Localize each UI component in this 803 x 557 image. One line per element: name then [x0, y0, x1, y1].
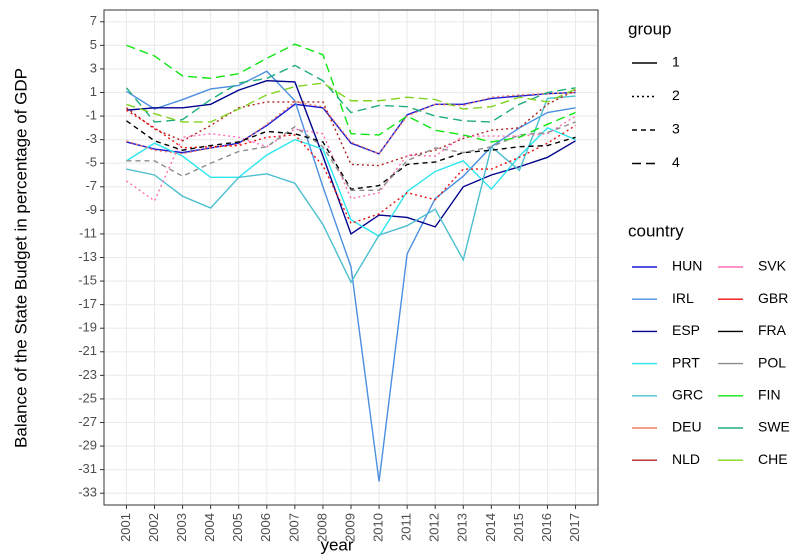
x-tick-label: 2014: [483, 513, 498, 542]
legend-label: 3: [672, 121, 680, 137]
legend-label: FIN: [758, 387, 781, 403]
y-tick-label: -5: [85, 155, 97, 170]
y-tick-label: -15: [78, 273, 97, 288]
x-tick-label: 2006: [258, 513, 273, 542]
legend-label: GBR: [758, 290, 788, 306]
legend-title: country: [628, 221, 684, 240]
legend-label: 1: [672, 54, 680, 70]
y-tick-label: -11: [79, 225, 97, 240]
series-line: [126, 70, 576, 482]
series-line: [125, 64, 576, 123]
y-tick-label: -31: [78, 461, 97, 476]
x-axis-title: year: [320, 535, 353, 554]
y-tick-label: -25: [78, 390, 97, 405]
x-tick-label: 2013: [455, 513, 470, 542]
legend-label: FRA: [758, 322, 787, 338]
x-tick-label: 2001: [118, 513, 133, 542]
legend-label: SVK: [758, 258, 787, 274]
x-tick-label: 2012: [427, 513, 442, 542]
y-axis-title: Balance of the State Budget in percentag…: [11, 68, 30, 448]
y-tick-label: -29: [78, 438, 97, 453]
y-tick-label: 5: [90, 37, 97, 52]
series-line: [126, 82, 576, 123]
y-tick-label: -17: [78, 296, 97, 311]
x-tick-label: 2008: [314, 513, 329, 542]
series-line: [126, 43, 576, 143]
lines: [125, 43, 576, 482]
y-tick-label: 1: [90, 84, 97, 99]
axes: 7 5 3 1 -1 -3 -5 -7 -9 -11 -13 -15 -17 -19 -21 -23 -25 -2…: [78, 13, 582, 542]
y-tick-label: -7: [85, 178, 97, 193]
legend-label: 4: [672, 154, 680, 170]
y-tick-label: 7: [90, 13, 97, 28]
y-tick-label: -27: [78, 414, 97, 429]
x-tick-label: 2016: [539, 513, 554, 542]
y-tick-label: -23: [78, 367, 97, 382]
series-line: [126, 95, 576, 284]
legend-label: IRL: [672, 290, 694, 306]
x-tick-label: 2004: [202, 513, 217, 542]
x-tick-label: 2005: [230, 513, 245, 542]
legend-label: NLD: [672, 451, 700, 467]
series-line: [126, 89, 576, 167]
y-tick-label: -3: [85, 131, 97, 146]
legend-label: PRT: [672, 354, 700, 370]
x-tick-label: 2011: [399, 513, 414, 541]
legend-label: 2: [672, 87, 680, 103]
series-line: [126, 121, 576, 192]
y-tick-label: -21: [78, 343, 97, 358]
x-tick-label: 2015: [511, 513, 526, 542]
y-tick-label: 3: [90, 60, 97, 75]
legend: 1 2 3 4 HUN IRL ESP PRT GRC DEU NLD SVK GBR FRA POL FIN…: [632, 54, 790, 467]
series-line: [126, 127, 576, 238]
legend-title: group: [628, 19, 671, 38]
legend-label: GRC: [672, 387, 703, 403]
legend-label: ESP: [672, 322, 700, 338]
x-tick-label: 2003: [174, 513, 189, 542]
series-line: [126, 80, 576, 236]
y-tick-label: -33: [78, 485, 97, 500]
series-line: [126, 91, 576, 155]
legend-label: HUN: [672, 258, 702, 274]
y-tick-label: -19: [78, 320, 97, 335]
legend-label: DEU: [672, 419, 702, 435]
legend-label: CHE: [758, 451, 788, 467]
x-tick-label: 2010: [371, 513, 386, 542]
x-tick-label: 2009: [342, 513, 357, 542]
x-tick-label: 2007: [286, 513, 301, 542]
y-tick-label: -1: [85, 108, 97, 123]
y-tick-label: -9: [85, 202, 97, 217]
y-tick-label: -13: [78, 249, 97, 264]
x-tick-label: 2017: [567, 513, 582, 542]
legend-label: POL: [758, 354, 786, 370]
legend-label: SWE: [758, 419, 790, 435]
series-line: [126, 120, 576, 190]
x-tick-label: 2002: [146, 513, 161, 542]
